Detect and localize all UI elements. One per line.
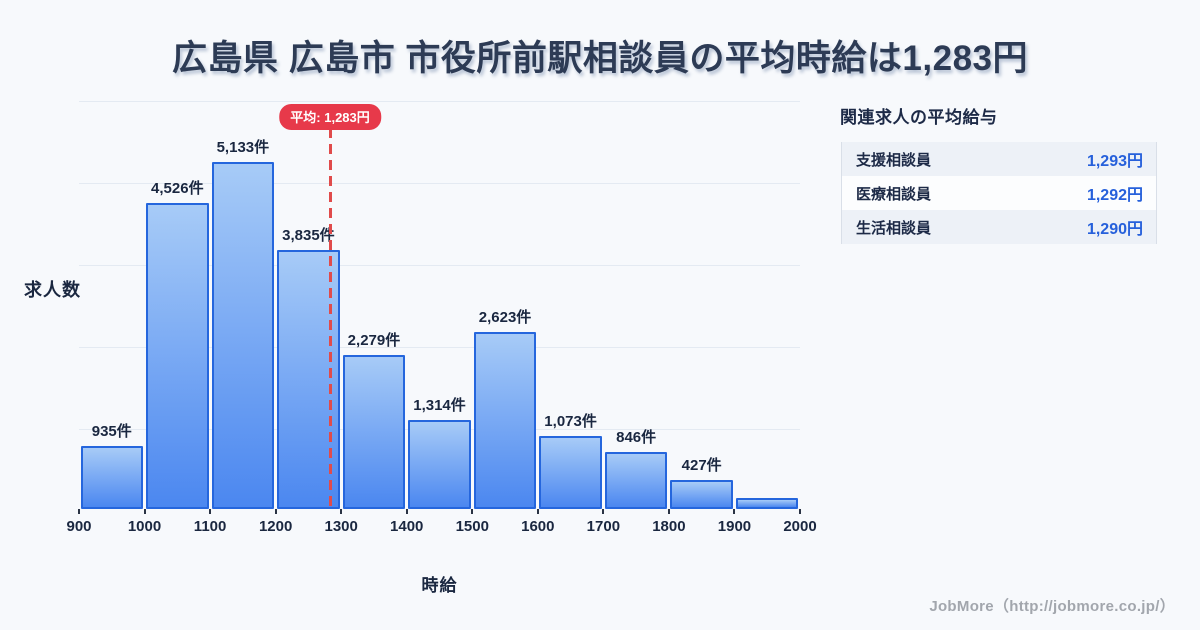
x-axis-tick-label: 1000 <box>127 518 162 535</box>
average-badge: 平均: 1,283円 <box>279 104 381 130</box>
x-axis-tick <box>143 509 146 514</box>
x-axis-tick-label: 1200 <box>258 518 293 535</box>
histogram-bar <box>735 498 799 509</box>
bar-value-label: 1,314件 <box>413 397 466 414</box>
x-axis-tick <box>471 509 474 514</box>
y-axis-label: 求人数 <box>24 280 81 300</box>
job-salary-value: 1,292円 <box>1086 187 1143 204</box>
histogram-bar <box>408 420 471 509</box>
x-axis-tick-label: 1800 <box>652 518 686 535</box>
x-axis-tick <box>405 509 408 514</box>
gridline <box>79 347 800 348</box>
histogram-bar <box>539 436 602 509</box>
x-axis-tick <box>274 509 277 514</box>
x-axis-tick <box>536 509 539 514</box>
x-axis-tick-label: 2000 <box>783 518 817 535</box>
x-axis-tick-label: 1500 <box>455 518 489 535</box>
job-title-label: 医療相談員 <box>856 185 932 203</box>
x-axis-tick-label: 1700 <box>586 518 621 535</box>
bar-value-label: 1,073件 <box>544 413 597 430</box>
x-axis-tick-label: 1100 <box>193 518 227 535</box>
x-axis-tick <box>209 509 212 514</box>
bar-value-label: 427件 <box>681 457 722 474</box>
histogram-plot-area: 935件 4,526件 5,133件 3,835件 2,279件 1,314件 2,623件… <box>66 101 817 535</box>
job-salary-value: 1,293円 <box>1086 153 1143 170</box>
average-line <box>328 128 332 509</box>
x-axis-tick <box>340 509 343 514</box>
histogram-bar <box>146 203 209 509</box>
gridline <box>79 101 800 102</box>
histogram-bar <box>211 162 275 509</box>
histogram-bar <box>342 355 406 509</box>
job-salary-value: 1,290円 <box>1086 221 1143 238</box>
x-axis-tick <box>667 509 670 514</box>
bar-value-label: 2,623件 <box>478 309 532 326</box>
x-axis-tick-label: 1600 <box>521 518 555 535</box>
x-axis-tick <box>733 509 736 514</box>
x-axis-tick-label: 900 <box>66 518 92 535</box>
histogram-bar <box>80 446 144 509</box>
bar-value-label: 846件 <box>616 429 657 446</box>
related-jobs-title: 関連求人の平均給与 <box>840 108 998 127</box>
bar-value-label: 4,526件 <box>151 180 204 197</box>
x-axis-tick-label: 1300 <box>324 518 358 535</box>
job-title-label: 支援相談員 <box>856 151 932 169</box>
salary-row: 支援相談員 1,293円 <box>842 142 1156 176</box>
bar-value-label: 2,279件 <box>347 332 401 349</box>
x-axis-tick <box>78 509 80 514</box>
page-title: 広島県 広島市 市役所前駅相談員の平均時給は1,283円 <box>171 39 1029 78</box>
salary-row: 生活相談員 1,290円 <box>842 210 1156 244</box>
x-axis-tick-label: 1400 <box>390 518 424 535</box>
histogram-bar <box>670 480 733 509</box>
gridline <box>79 183 800 184</box>
x-axis-label: 時給 <box>421 576 458 595</box>
histogram-bar <box>473 332 537 509</box>
histogram-bar <box>604 452 668 509</box>
bar-value-label: 935件 <box>91 423 132 440</box>
x-axis-tick <box>799 509 801 514</box>
related-jobs-table: 支援相談員 1,293円医療相談員 1,292円生活相談員 1,290円 <box>841 142 1157 244</box>
bar-value-label: 3,835件 <box>282 227 335 244</box>
salary-row: 医療相談員 1,292円 <box>842 176 1156 210</box>
bar-value-label: 5,133件 <box>216 139 270 156</box>
x-axis-tick-label: 1900 <box>717 518 752 535</box>
job-title-label: 生活相談員 <box>856 219 932 237</box>
x-axis-tick <box>602 509 605 514</box>
footer-credit-link[interactable]: JobMore（http://jobmore.co.jp/） <box>929 598 1175 615</box>
gridline <box>79 265 800 266</box>
